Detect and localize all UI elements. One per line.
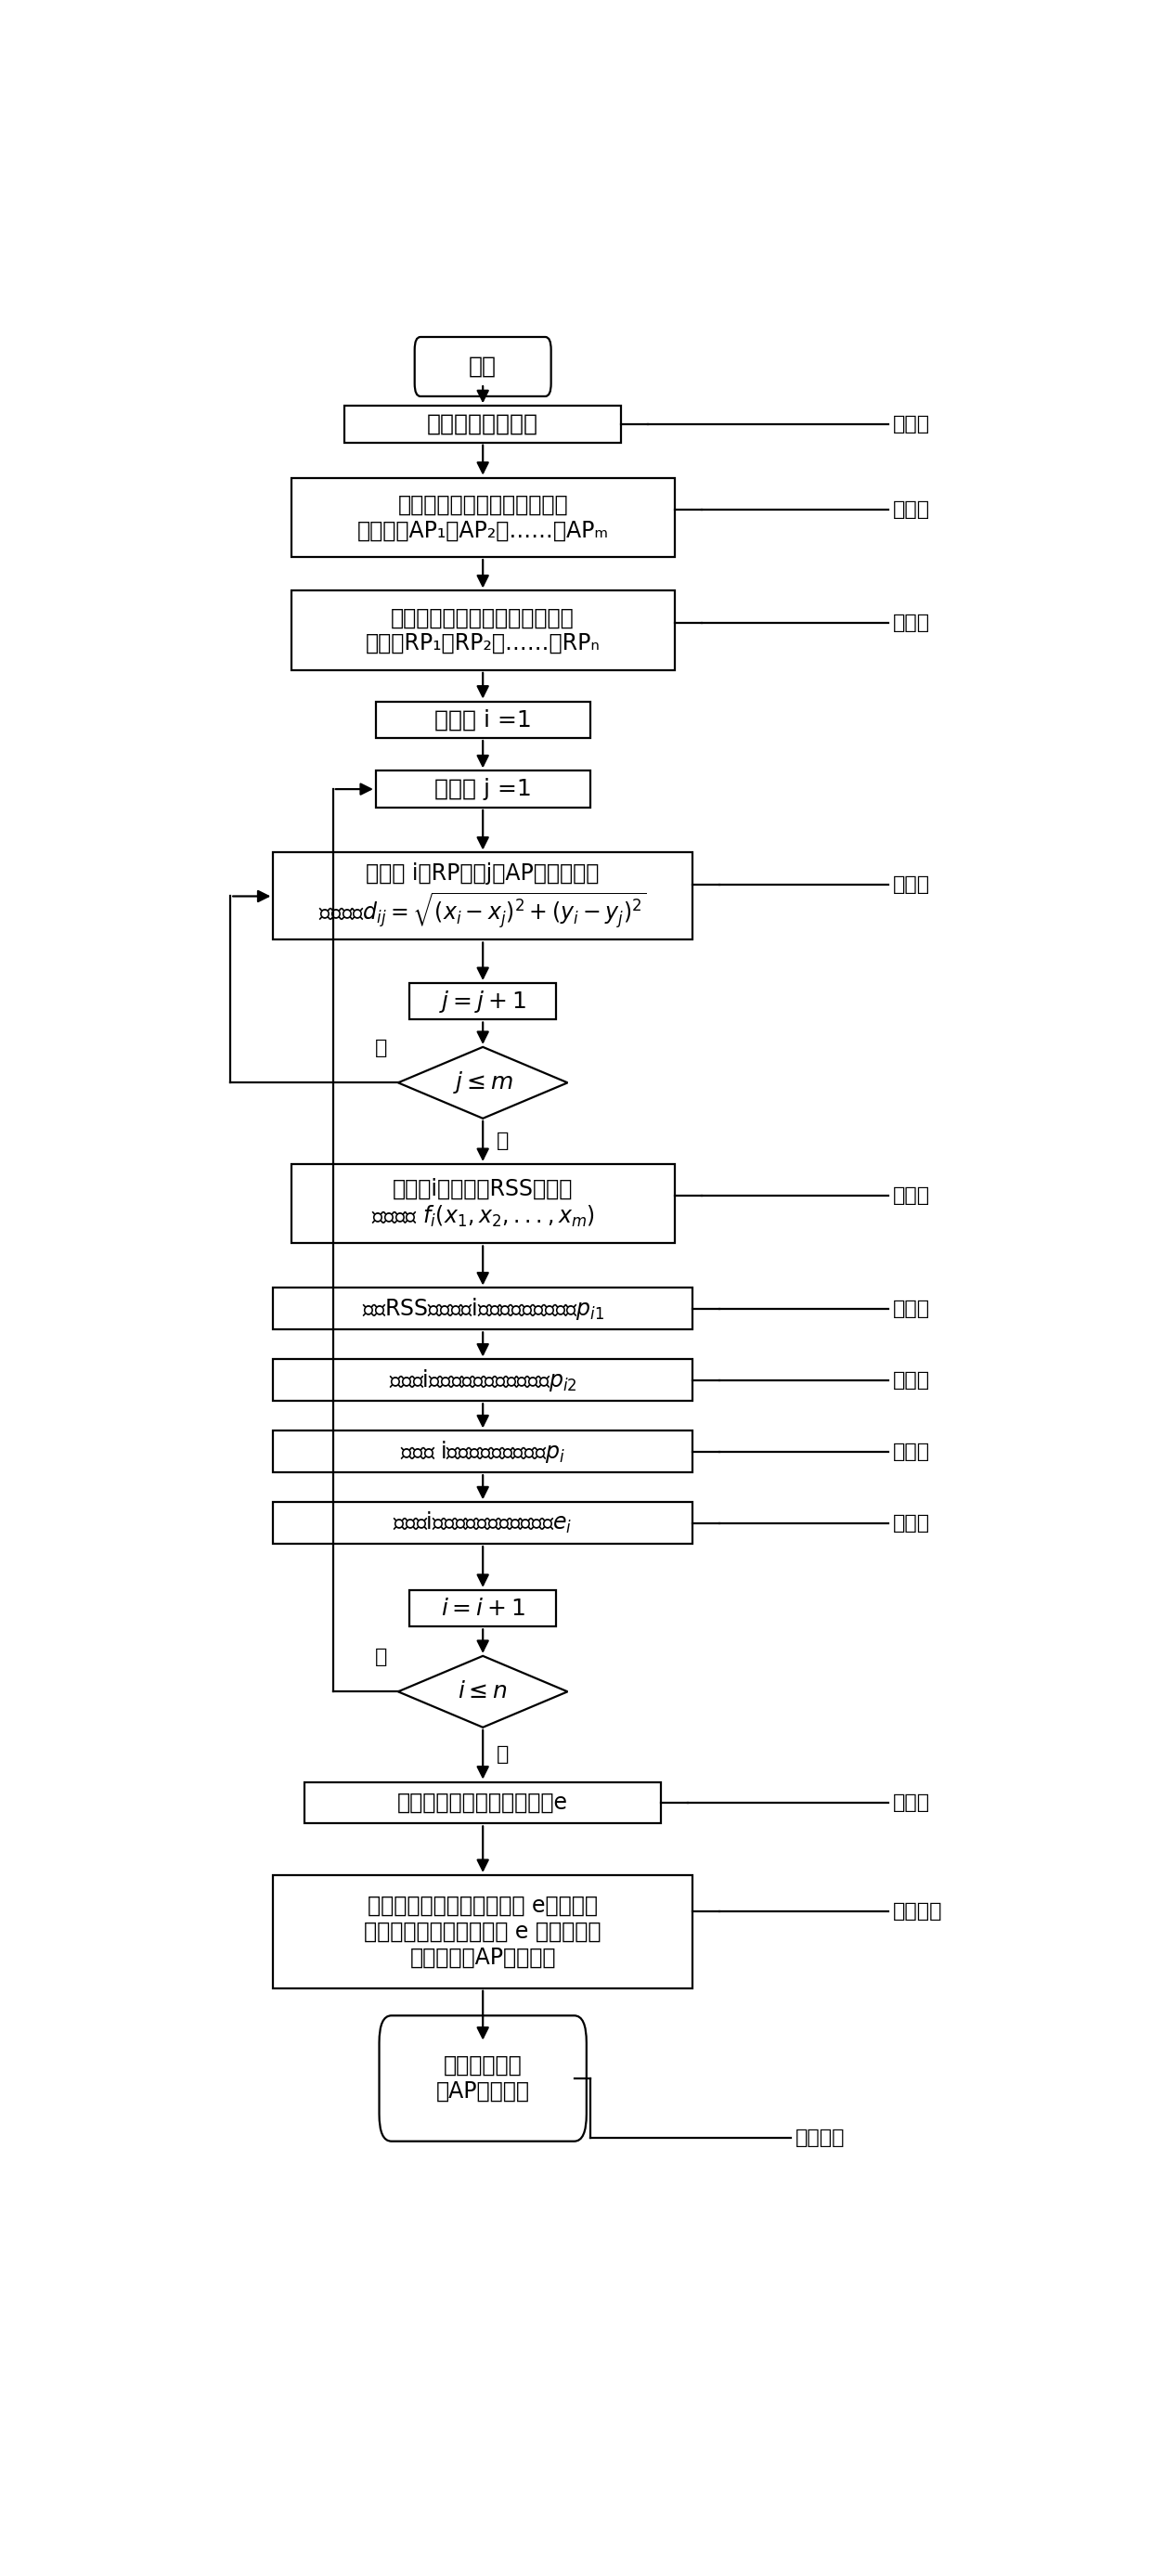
Text: $i=i+1$: $i=i+1$ — [441, 1597, 525, 1620]
Text: 初始化 j =1: 初始化 j =1 — [434, 778, 532, 801]
Text: 初始化 i =1: 初始化 i =1 — [434, 708, 532, 732]
Text: 计算第i个参考点的平均定位精度$e_i$: 计算第i个参考点的平均定位精度$e_i$ — [392, 1510, 573, 1535]
Bar — [273, 1288, 693, 1329]
Bar — [273, 853, 693, 940]
Text: 将目标区域的平均定位精度 e作为模拟
退火算法的目标函数，使 e 值最小，从
而得到最优AP摆放位置: 将目标区域的平均定位精度 e作为模拟 退火算法的目标函数，使 e 值最小，从 而… — [364, 1896, 602, 1968]
Text: 步骤七: 步骤七 — [893, 1370, 930, 1388]
Text: 步骤十: 步骤十 — [893, 1793, 930, 1811]
Text: $j=j+1$: $j=j+1$ — [440, 989, 526, 1015]
Text: 计算目标区域平均定位精度e: 计算目标区域平均定位精度e — [397, 1790, 569, 1814]
Text: 步骤六: 步骤六 — [893, 1298, 930, 1319]
Text: 步骤十一: 步骤十一 — [893, 1904, 943, 1922]
Text: 是: 是 — [375, 1038, 388, 1056]
Bar — [410, 1589, 556, 1625]
Bar — [304, 1783, 662, 1824]
Text: $j\leq m$: $j\leq m$ — [452, 1069, 513, 1095]
Bar — [291, 590, 674, 670]
Text: 是: 是 — [375, 1646, 388, 1667]
Text: 选定定位目标区域: 选定定位目标区域 — [427, 412, 539, 435]
Text: 步骤四: 步骤四 — [893, 876, 930, 894]
Text: 步骤五: 步骤五 — [893, 1188, 930, 1206]
FancyBboxPatch shape — [414, 337, 551, 397]
Text: 否: 否 — [496, 1747, 509, 1765]
Bar — [273, 1430, 693, 1473]
Text: 选定目标区域中所有参考点的位
置，即RP₁，RP₂，……，RPₙ: 选定目标区域中所有参考点的位 置，即RP₁，RP₂，……，RPₙ — [366, 605, 600, 654]
Text: 步骤九: 步骤九 — [893, 1515, 930, 1533]
Text: 计算RSS矢量在第i个参考点出现的概率$p_{i1}$: 计算RSS矢量在第i个参考点出现的概率$p_{i1}$ — [361, 1296, 604, 1321]
FancyBboxPatch shape — [379, 2014, 587, 2141]
Bar — [375, 701, 589, 739]
Text: 步骤十二: 步骤十二 — [795, 2128, 845, 2148]
Bar — [273, 1360, 693, 1401]
Text: 步骤一: 步骤一 — [893, 415, 930, 433]
Bar — [273, 1502, 693, 1543]
Bar — [291, 477, 674, 556]
Bar — [375, 770, 589, 806]
Bar — [273, 1875, 693, 1989]
Text: 计算第i个参考点RSS的概率
密度函数 $f_i(x_1,x_2,...,x_m)$: 计算第i个参考点RSS的概率 密度函数 $f_i(x_1,x_2,...,x_m… — [371, 1177, 595, 1229]
Bar — [291, 1164, 674, 1244]
Text: 结束，返回最
优AP位置坐标: 结束，返回最 优AP位置坐标 — [436, 2056, 529, 2102]
Bar — [344, 407, 622, 443]
Polygon shape — [398, 1046, 567, 1118]
Text: 开始: 开始 — [468, 355, 497, 379]
Text: 计算第 i个参考点的加权概率$p_i$: 计算第 i个参考点的加权概率$p_i$ — [401, 1437, 565, 1466]
Text: $i\leq n$: $i\leq n$ — [458, 1680, 508, 1703]
Text: 计算第i个参考点的位置先验概率$p_{i2}$: 计算第i个参考点的位置先验概率$p_{i2}$ — [389, 1368, 577, 1394]
Text: 步骤三: 步骤三 — [893, 613, 930, 631]
Text: 否: 否 — [496, 1131, 509, 1151]
Bar — [410, 984, 556, 1020]
Text: 计算第 i个RP与第j个AP物理空间的
欧式距离$d_{ij}=\sqrt{(x_i-x_j)^2+(y_i-y_j)^2}$: 计算第 i个RP与第j个AP物理空间的 欧式距离$d_{ij}=\sqrt{(x… — [319, 863, 647, 930]
Text: 步骤八: 步骤八 — [893, 1443, 930, 1461]
Polygon shape — [398, 1656, 567, 1728]
Text: 选定目标区域中所有接入点的
位置，即AP₁，AP₂，……，APₘ: 选定目标区域中所有接入点的 位置，即AP₁，AP₂，……，APₘ — [357, 495, 609, 541]
Text: 步骤二: 步骤二 — [893, 500, 930, 518]
